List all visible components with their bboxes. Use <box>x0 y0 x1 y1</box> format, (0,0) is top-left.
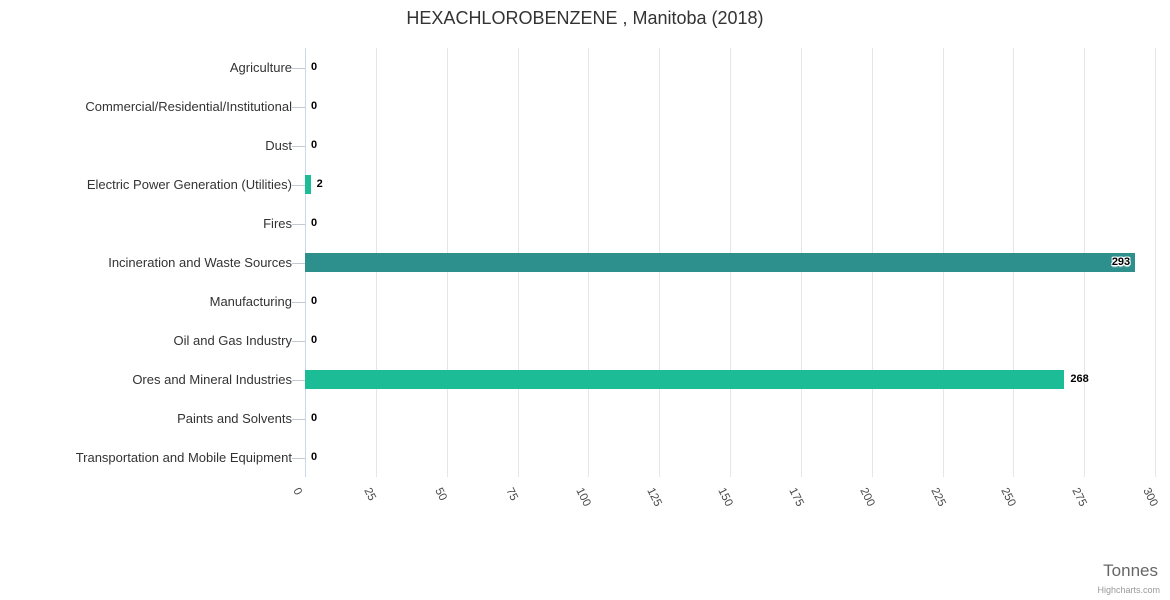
value-label: 268 <box>1070 373 1089 385</box>
x-axis-tick-label: 225 <box>927 486 948 509</box>
bar-electric-power-generation-utilities[interactable] <box>305 175 311 194</box>
category-tick <box>292 145 305 147</box>
x-axis-tick-label: 200 <box>856 486 877 509</box>
x-axis-tick-label: 125 <box>644 486 664 509</box>
category-tick <box>292 223 305 225</box>
category-tick <box>292 262 305 264</box>
value-label: 0 <box>311 295 318 307</box>
value-label: 0 <box>311 451 318 463</box>
category-label-electric-power-generation-utilities: Electric Power Generation (Utilities) <box>86 176 292 192</box>
x-axis-tick-label: 250 <box>998 486 1019 509</box>
category-tick <box>292 457 305 459</box>
value-label: 0 <box>311 100 318 112</box>
category-label-ores-and-mineral-industries: Ores and Mineral Industries <box>132 371 292 387</box>
x-axis-tick-label: 0 <box>290 486 304 498</box>
category-tick <box>292 418 305 420</box>
category-label-manufacturing: Manufacturing <box>209 293 292 309</box>
category-tick <box>292 67 305 69</box>
category-tick <box>292 106 305 108</box>
bar-ores-and-mineral-industries[interactable] <box>305 370 1065 389</box>
category-tick <box>292 379 305 381</box>
category-label-paints-and-solvents: Paints and Solvents <box>177 410 292 426</box>
category-label-transportation-and-mobile-equipment: Transportation and Mobile Equipment <box>75 449 292 465</box>
category-label-oil-and-gas-industry: Oil and Gas Industry <box>173 332 293 348</box>
bar-incineration-and-waste-sources[interactable] <box>305 253 1136 272</box>
x-axis-tick-label: 275 <box>1069 486 1089 509</box>
category-tick <box>292 340 305 342</box>
value-label: 0 <box>311 412 318 424</box>
category-tick <box>292 301 305 303</box>
value-label: 2 <box>316 178 323 190</box>
x-gridline <box>1155 48 1156 477</box>
chart-title: HEXACHLOROBENZENE , Manitoba (2018) <box>406 8 764 28</box>
category-label-agriculture: Agriculture <box>229 59 292 75</box>
highcharts-credit[interactable]: Highcharts.com <box>1097 585 1160 595</box>
value-label: 0 <box>311 334 318 346</box>
x-axis-tick-label: 100 <box>573 486 594 509</box>
value-label: 0 <box>311 139 318 151</box>
x-axis-tick-label: 75 <box>502 486 520 503</box>
value-label: 0 <box>311 217 318 229</box>
x-axis-title: Tonnes <box>1103 561 1158 580</box>
category-label-fires: Fires <box>263 215 292 231</box>
category-tick <box>292 184 305 186</box>
x-axis-tick-label: 175 <box>786 486 806 509</box>
x-axis-tick-label: 150 <box>715 486 735 509</box>
category-label-dust: Dust <box>265 137 292 153</box>
x-axis-tick-label: 25 <box>361 486 378 503</box>
x-axis-tick-label: 300 <box>1140 486 1160 509</box>
category-label-incineration-and-waste-sources: Incineration and Waste Sources <box>108 254 292 270</box>
value-label: 0 <box>311 61 318 73</box>
value-label: 293 <box>1111 256 1131 268</box>
category-label-commercial-residential-institutional: Commercial/Residential/Institutional <box>85 98 292 114</box>
x-axis-tick-label: 50 <box>431 486 449 503</box>
